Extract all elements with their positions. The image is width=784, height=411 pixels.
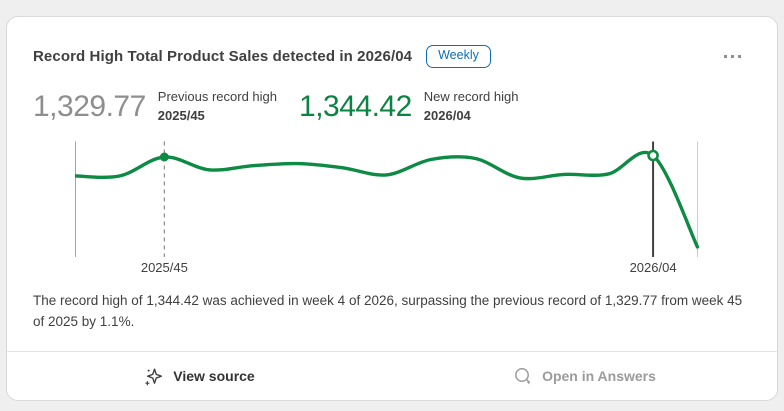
- card-title: Record High Total Product Sales detected…: [33, 47, 413, 65]
- record-marker-previous: [159, 152, 169, 162]
- card-header: Record High Total Product Sales detected…: [7, 17, 777, 68]
- sparkle-icon: [145, 368, 163, 386]
- open-in-answers-button[interactable]: Open in Answers: [392, 352, 777, 400]
- open-in-answers-label: Open in Answers: [542, 368, 656, 384]
- kpi-new-record: 1,344.42 New record high 2026/04: [299, 88, 518, 126]
- previous-record-period: 2025/45: [157, 107, 205, 123]
- new-record-value: 1,344.42: [299, 89, 412, 123]
- sales-line: [73, 151, 700, 250]
- previous-record-value: 1,329.77: [33, 89, 146, 123]
- ellipsis-menu-icon[interactable]: [718, 49, 747, 64]
- previous-record-label: Previous record high: [157, 88, 278, 104]
- sales-sparkline-chart: 2025/45 2026/04: [73, 141, 705, 276]
- axis-label-new: 2026/04: [630, 260, 677, 275]
- insight-description: The record high of 1,344.42 was achieved…: [33, 293, 743, 329]
- view-source-button[interactable]: View source: [7, 352, 392, 400]
- magnifier-sparkle-icon: [515, 368, 531, 385]
- insight-card: Record High Total Product Sales detected…: [6, 16, 778, 401]
- kpi-row: 1,329.77 Previous record high 2025/45 1,…: [7, 68, 777, 126]
- new-record-label: New record high: [423, 88, 519, 104]
- new-record-period: 2026/04: [423, 107, 471, 123]
- sparkline-svg: 2025/45 2026/04: [73, 141, 700, 275]
- axis-label-previous: 2025/45: [141, 260, 188, 275]
- kpi-previous-record: 1,329.77 Previous record high 2025/45: [33, 88, 277, 126]
- view-source-label: View source: [173, 368, 255, 384]
- record-marker-new: [647, 150, 659, 162]
- period-badge[interactable]: Weekly: [426, 45, 491, 68]
- card-footer: View source Open in Answers: [7, 351, 777, 400]
